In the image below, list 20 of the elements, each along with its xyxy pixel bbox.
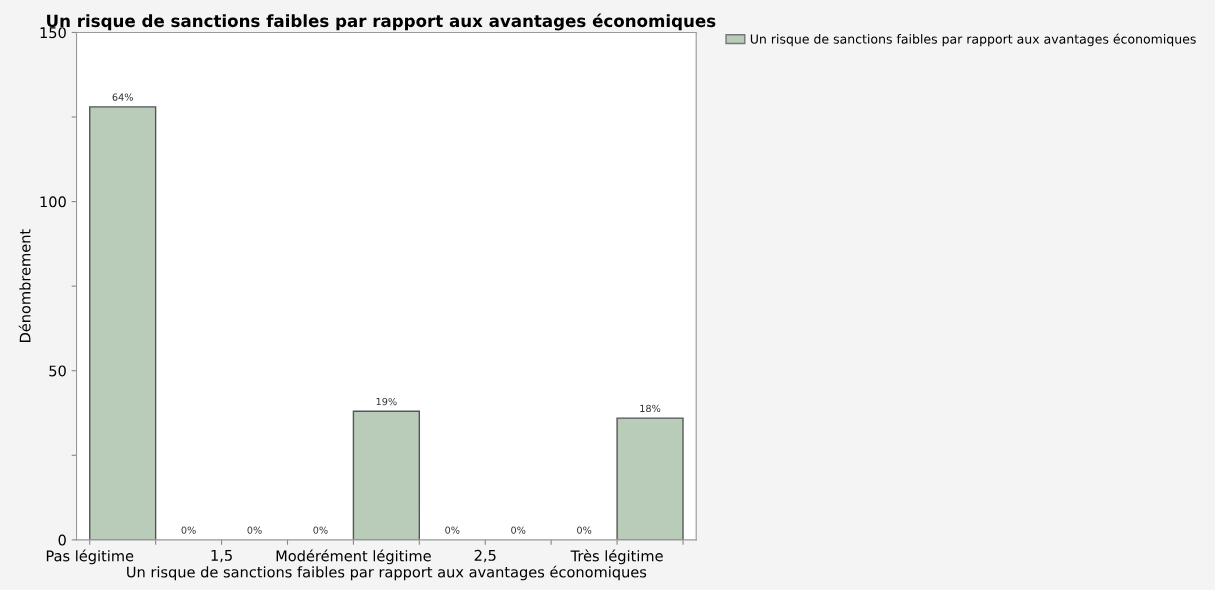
annotation: 0% [445,526,460,534]
annotation: 0% [511,526,526,534]
annotation: 18% [640,404,661,413]
annotation: 0% [181,526,196,534]
x-axis-title: Un risque de sanctions faibles par rapport aux avantages économiques [127,565,647,581]
legend-label: Un risque de sanctions faibles par rapport aux avantages économiques [750,33,1196,47]
x-tick-label: 1,5 [211,550,232,563]
annotation: 0% [313,526,328,534]
x-tick-label: Modérément légitime [276,549,431,565]
annotation: 19% [376,397,397,406]
y-tick-label: 0 [58,534,66,546]
annotation: 0% [247,526,262,534]
x-tick-label: Pas légitime [46,549,134,565]
y-tick-label: 50 [49,365,66,377]
annotation: 0% [577,526,592,534]
x-tick-label: Très légitime [570,549,663,565]
y-axis-title: Dénombrement [18,229,31,343]
y-tick-label: 100 [40,196,66,208]
annotation: 64% [112,93,133,101]
x-tick-label: 2,5 [474,549,496,563]
